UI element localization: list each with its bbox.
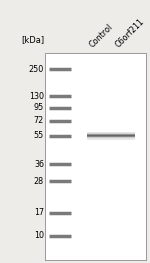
Text: 95: 95 bbox=[34, 103, 44, 112]
Text: Control: Control bbox=[87, 23, 114, 50]
Text: 28: 28 bbox=[34, 176, 44, 185]
Text: [kDa]: [kDa] bbox=[21, 35, 44, 44]
Text: 250: 250 bbox=[29, 65, 44, 74]
Text: C6orf211: C6orf211 bbox=[113, 17, 146, 50]
Text: 72: 72 bbox=[34, 116, 44, 125]
Text: 17: 17 bbox=[34, 209, 44, 218]
Text: 55: 55 bbox=[34, 131, 44, 140]
Text: 10: 10 bbox=[34, 231, 44, 240]
Text: 36: 36 bbox=[34, 160, 44, 169]
Text: 130: 130 bbox=[29, 92, 44, 101]
